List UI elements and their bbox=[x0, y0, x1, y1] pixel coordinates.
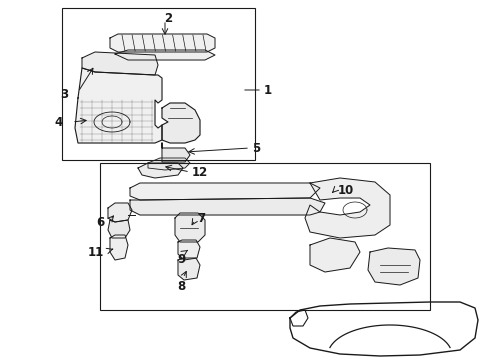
Polygon shape bbox=[138, 163, 183, 178]
Text: 10: 10 bbox=[338, 184, 354, 197]
Polygon shape bbox=[75, 68, 162, 143]
Polygon shape bbox=[108, 220, 130, 238]
Polygon shape bbox=[310, 238, 360, 272]
Polygon shape bbox=[368, 248, 420, 285]
Text: 6: 6 bbox=[96, 216, 104, 229]
Text: 8: 8 bbox=[177, 280, 185, 293]
Polygon shape bbox=[110, 34, 215, 52]
Text: 4: 4 bbox=[55, 116, 63, 129]
Polygon shape bbox=[148, 158, 190, 170]
Polygon shape bbox=[178, 258, 200, 280]
Text: 11: 11 bbox=[88, 246, 104, 258]
Bar bbox=[62, 8, 255, 160]
Polygon shape bbox=[82, 52, 158, 75]
Text: 9: 9 bbox=[177, 253, 185, 266]
Bar bbox=[100, 163, 430, 310]
Text: 2: 2 bbox=[164, 12, 172, 25]
Polygon shape bbox=[115, 50, 215, 60]
Text: 5: 5 bbox=[252, 141, 260, 154]
Polygon shape bbox=[108, 203, 132, 222]
Polygon shape bbox=[130, 183, 320, 200]
Text: 12: 12 bbox=[192, 166, 208, 179]
Polygon shape bbox=[162, 143, 190, 162]
Polygon shape bbox=[110, 235, 128, 260]
Polygon shape bbox=[130, 198, 325, 215]
Polygon shape bbox=[162, 103, 200, 143]
Text: 1: 1 bbox=[264, 84, 272, 96]
Text: 3: 3 bbox=[60, 89, 68, 102]
Polygon shape bbox=[305, 178, 390, 238]
Text: 7: 7 bbox=[197, 211, 205, 225]
Polygon shape bbox=[175, 213, 205, 242]
Polygon shape bbox=[178, 240, 200, 260]
